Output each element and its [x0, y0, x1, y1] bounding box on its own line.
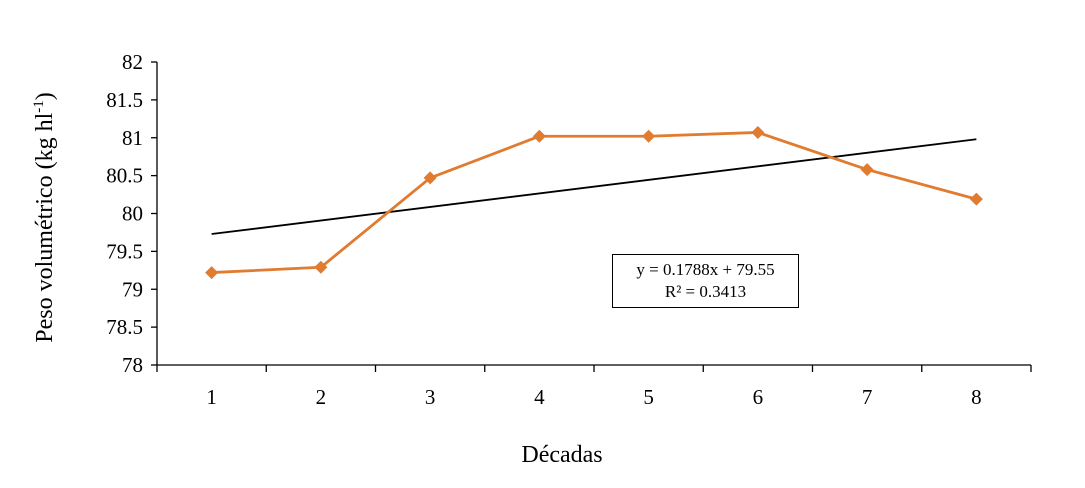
data-point-marker	[642, 129, 656, 143]
data-point-marker	[532, 129, 546, 143]
x-tick-label: 1	[206, 385, 217, 409]
y-tick-label: 81	[122, 126, 143, 150]
data-point-marker	[751, 125, 765, 139]
y-axis: 78 78.5 79 79.5 80 80.5 81 81.5 82	[106, 50, 158, 377]
x-tick-label: 3	[425, 385, 436, 409]
x-tick-label: 5	[643, 385, 654, 409]
data-point-marker	[860, 163, 874, 177]
y-tick-label: 79.5	[106, 239, 143, 263]
data-point-marker	[314, 260, 328, 274]
y-tick-label: 80.5	[106, 164, 143, 188]
trendline-equation: y = 0.1788x + 79.55	[636, 260, 775, 279]
data-point-marker	[423, 171, 437, 185]
x-tick-label: 8	[971, 385, 982, 409]
r-squared-value: R² = 0.3413	[664, 282, 747, 301]
x-axis-title: Décadas	[521, 442, 602, 468]
trendline-equation-box: y = 0.1788x + 79.55 R² = 0.3413	[612, 254, 799, 308]
y-tick-label: 81.5	[106, 88, 143, 112]
y-tick-label: 78.5	[106, 315, 143, 339]
x-tick-label: 6	[753, 385, 764, 409]
y-axis-title: Peso volumétrico (kg hl-1)	[31, 92, 58, 342]
x-tick-label: 7	[862, 385, 873, 409]
x-tick-label: 2	[316, 385, 327, 409]
y-axis-title-superscript: -1	[31, 100, 47, 113]
data-point-marker	[969, 192, 983, 206]
data-point-marker	[205, 266, 219, 280]
y-axis-title-suffix: )	[32, 92, 58, 100]
x-axis: 1 2 3 4 5 6 7 8	[156, 364, 1032, 409]
series-group	[205, 125, 983, 280]
x-tick-label: 4	[534, 385, 545, 409]
y-tick-label: 82	[122, 50, 143, 74]
y-tick-label: 79	[122, 277, 143, 301]
trendline	[211, 138, 977, 235]
y-tick-label: 80	[122, 202, 143, 226]
y-axis-title-main: Peso volumétrico (kg hl	[32, 112, 58, 342]
y-tick-label: 78	[122, 353, 143, 377]
trendline-group	[211, 138, 977, 235]
series-line	[211, 131, 977, 274]
